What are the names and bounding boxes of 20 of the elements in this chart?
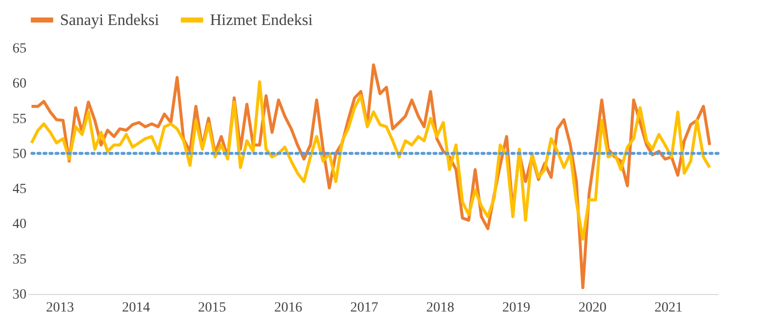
x-tick-label: 2014	[122, 300, 150, 316]
y-tick-label: 40	[12, 217, 26, 232]
y-tick-label: 35	[12, 252, 26, 268]
y-tick-label: 55	[12, 112, 26, 127]
y-tick-label: 45	[12, 182, 26, 198]
y-tick-label: 30	[12, 288, 26, 302]
x-tick-label: 2018	[426, 300, 454, 316]
legend-label: Hizmet Endeksi	[210, 12, 314, 29]
x-tick-label: 2016	[274, 300, 302, 316]
x-tick-label: 2021	[654, 300, 683, 316]
y-tick-label: 60	[12, 76, 26, 92]
y-tick-label: 65	[12, 42, 26, 56]
legend-label: Sanayi Endeksi	[60, 12, 160, 29]
x-tick-label: 2017	[350, 300, 378, 316]
x-tick-label: 2013	[46, 300, 74, 316]
y-tick-label: 50	[12, 146, 26, 162]
x-tick-label: 2020	[578, 300, 606, 316]
x-tick-label: 2019	[502, 300, 530, 316]
line-series	[30, 80, 712, 241]
x-tick-label: 2015	[198, 300, 226, 316]
